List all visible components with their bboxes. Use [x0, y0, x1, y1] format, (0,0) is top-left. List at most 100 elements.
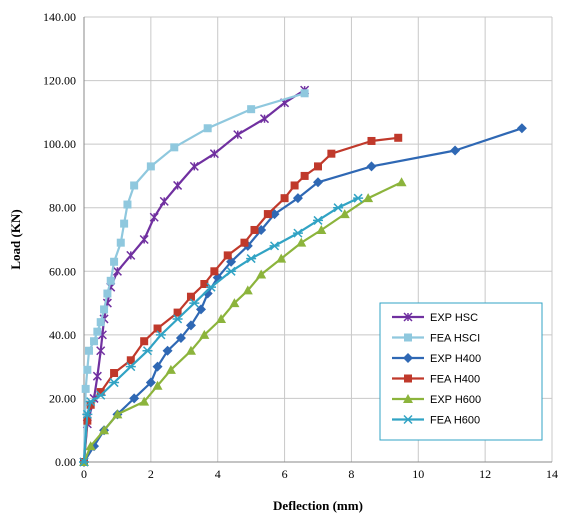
- data-point-exp-h600: [216, 313, 227, 323]
- data-point-fea-h600: [155, 330, 166, 340]
- series-line-exp-h400: [83, 127, 523, 463]
- data-point-fea-h600: [333, 203, 344, 213]
- data-point-exp-hsc: [139, 234, 149, 245]
- data-point-fea-hsci: [170, 143, 179, 152]
- data-point-exp-h600: [316, 224, 327, 234]
- series-line-fea-h600: [82, 197, 359, 463]
- x-tick-label: 2: [148, 467, 154, 481]
- data-point-fea-h400: [394, 133, 403, 142]
- x-tick-label: 6: [282, 467, 288, 481]
- data-point-exp-hsc: [189, 161, 199, 171]
- data-point-exp-h400: [162, 345, 173, 356]
- data-point-fea-h600: [353, 193, 364, 203]
- data-point-exp-h400: [129, 393, 140, 404]
- data-point-exp-h400: [202, 288, 213, 299]
- data-point-fea-h400: [140, 337, 149, 346]
- data-point-exp-hsc: [126, 250, 136, 260]
- data-point-exp-hsc: [96, 346, 106, 356]
- data-point-exp-hsc: [173, 180, 183, 190]
- data-point-fea-h400: [263, 210, 272, 219]
- data-point-fea-h400: [153, 324, 162, 333]
- series-line-fea-hsci: [82, 92, 305, 463]
- data-point-exp-h600: [229, 298, 240, 308]
- series-exp-h600: [79, 177, 407, 466]
- series-fea-h400: [80, 133, 403, 466]
- data-point-fea-hsci: [123, 200, 132, 209]
- data-point-exp-h600: [276, 253, 287, 263]
- data-point-exp-h600: [363, 193, 374, 203]
- series-plot-area: [79, 85, 527, 467]
- data-point-exp-h600: [242, 285, 253, 295]
- legend-marker-fea-h400: [404, 374, 412, 383]
- data-point-fea-h400: [173, 308, 182, 317]
- x-tick-label: 12: [479, 467, 491, 481]
- data-point-exp-h400: [313, 177, 323, 188]
- data-point-fea-hsci: [83, 365, 92, 374]
- legend-entry-exp-hsc: EXP HSC: [392, 312, 478, 324]
- data-point-fea-h600: [109, 378, 120, 388]
- data-point-fea-h400: [210, 267, 219, 276]
- data-point-exp-hsc: [149, 212, 159, 222]
- data-point-fea-h600: [292, 228, 303, 238]
- data-point-exp-h400: [450, 145, 461, 156]
- data-point-fea-h400: [327, 149, 336, 158]
- data-point-fea-hsci: [203, 124, 212, 133]
- data-point-fea-h600: [313, 215, 323, 225]
- data-point-fea-h400: [126, 356, 135, 365]
- y-axis-title: Load (KN): [8, 209, 23, 269]
- data-point-exp-h600: [199, 329, 210, 339]
- data-point-fea-h400: [200, 280, 209, 288]
- y-tick-label: 0.00: [55, 455, 76, 469]
- data-point-fea-h400: [110, 369, 119, 377]
- y-tick-label: 100.00: [43, 137, 76, 151]
- data-point-fea-hsci: [116, 238, 125, 247]
- x-tick-label: 10: [412, 467, 424, 481]
- data-point-fea-h600: [95, 390, 106, 400]
- data-point-exp-h400: [516, 123, 527, 134]
- legend-entry-fea-h600: FEA H600: [392, 415, 480, 427]
- data-point-fea-h600: [189, 298, 200, 308]
- data-point-fea-hsci: [81, 384, 90, 393]
- data-point-fea-h600: [82, 409, 93, 419]
- data-point-fea-h400: [300, 171, 309, 180]
- data-point-fea-h400: [223, 251, 232, 260]
- tick-labels: 0 2 4 6 8 10 12 140.0020.0040.0060.0080.00100.0…: [43, 10, 558, 481]
- data-point-fea-h600: [269, 241, 280, 251]
- y-tick-label: 20.00: [49, 391, 76, 405]
- legend-box: [379, 302, 543, 441]
- y-tick-label: 40.00: [49, 328, 76, 342]
- data-point-fea-h400: [186, 292, 195, 301]
- legend-marker-exp-h400: [403, 353, 413, 363]
- series-exp-hsc: [79, 85, 310, 467]
- legend-marker-fea-hsci: [404, 333, 412, 342]
- data-point-exp-h400: [152, 361, 163, 372]
- legend-entry-exp-h600: EXP H600: [392, 394, 481, 406]
- data-point-exp-hsc: [233, 130, 243, 140]
- data-point-fea-h600: [85, 397, 96, 407]
- data-point-exp-h600: [112, 409, 123, 419]
- x-tick-label: 0: [81, 467, 87, 481]
- data-point-exp-h600: [139, 396, 150, 406]
- series-fea-h600: [79, 193, 364, 467]
- data-point-exp-h400: [292, 193, 303, 204]
- data-point-fea-hsci: [120, 219, 129, 228]
- legend-label-exp-hsc: EXP HSC: [430, 312, 478, 324]
- data-point-fea-hsci: [300, 89, 309, 98]
- x-tick-label: 4: [215, 467, 221, 481]
- data-point-exp-h400: [256, 224, 267, 235]
- y-tick-label: 120.00: [43, 74, 76, 88]
- data-point-fea-h400: [96, 388, 105, 397]
- legend-label-exp-h600: EXP H600: [430, 394, 481, 406]
- data-point-fea-hsci: [130, 181, 139, 190]
- series-fea-hsci: [80, 89, 309, 466]
- data-point-fea-h600: [142, 346, 153, 356]
- data-point-fea-hsci: [106, 276, 115, 285]
- data-point-fea-hsci: [96, 318, 105, 327]
- data-point-fea-h400: [314, 162, 322, 171]
- data-point-fea-h400: [290, 181, 299, 190]
- data-point-fea-hsci: [103, 289, 112, 298]
- data-point-exp-hsc: [92, 371, 102, 381]
- data-point-exp-h600: [296, 237, 307, 247]
- data-point-exp-h600: [256, 269, 267, 279]
